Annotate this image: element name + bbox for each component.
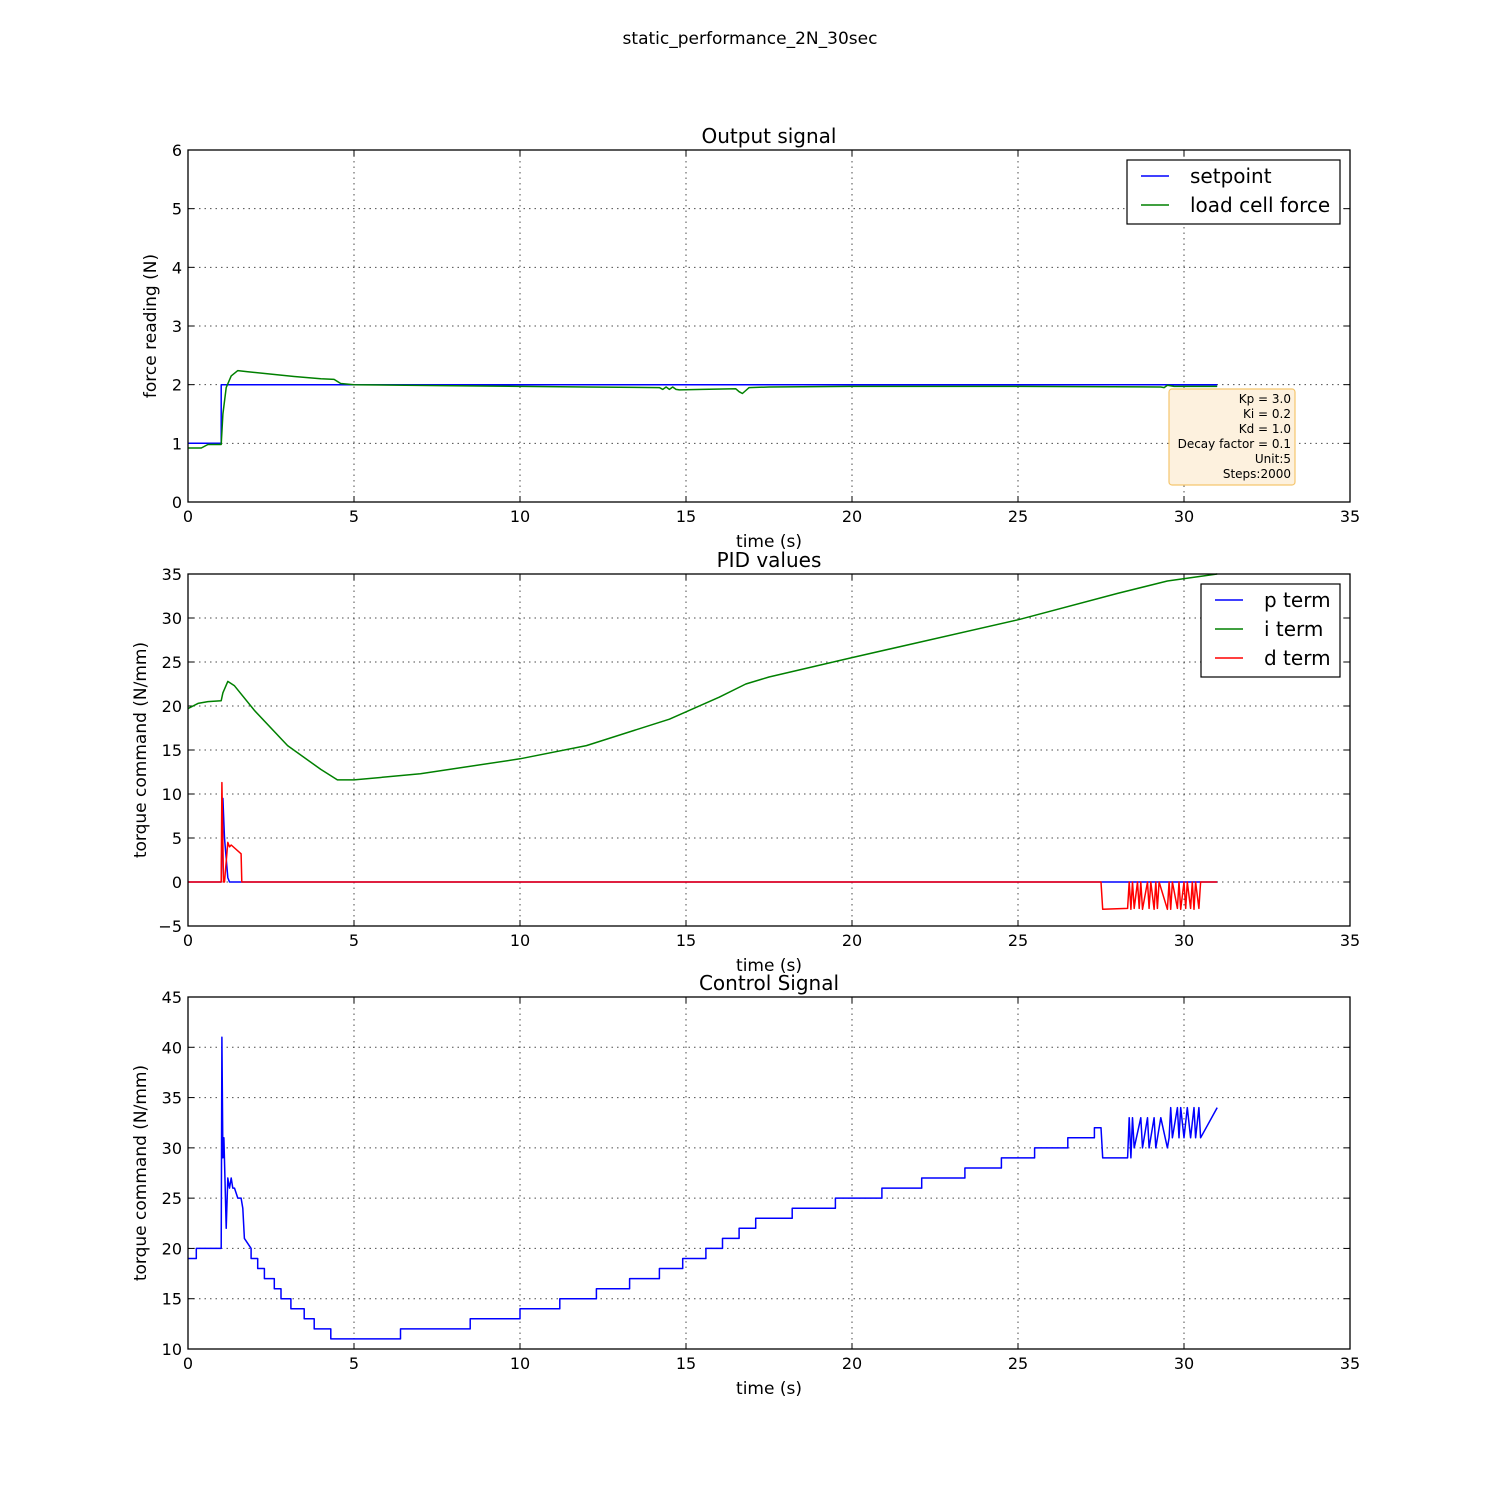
legend: p term i term d term: [1200, 583, 1341, 678]
x-tick-label: 30: [1174, 507, 1194, 526]
x-axis-label: time (s): [736, 956, 802, 976]
y-tick-label: 1: [172, 434, 182, 453]
legend-label: p term: [1264, 588, 1331, 612]
y-axis-label: torque command (N/mm): [131, 642, 151, 858]
legend-label: load cell force: [1190, 193, 1330, 217]
y-tick-label: 0: [172, 873, 182, 892]
y-tick-label: 35: [162, 1089, 182, 1108]
x-tick-label: 15: [676, 507, 696, 526]
plot-frame: [187, 149, 1351, 503]
x-tick-label: 10: [510, 931, 530, 950]
plot-frame: [187, 996, 1351, 1350]
x-tick-label: 0: [183, 1354, 193, 1373]
x-tick-label: 5: [349, 507, 359, 526]
subplot-1: 0 5 10 15 20 25 30 35 0 1 2 3 4 5 6 Output signal time (…: [141, 124, 1360, 552]
subplot-title: PID values: [717, 548, 822, 572]
y-tick-label: 0: [172, 493, 182, 512]
x-tick-label: 25: [1008, 507, 1028, 526]
x-axis-label: time (s): [736, 1379, 802, 1399]
subplot-title: Control Signal: [699, 971, 839, 995]
y-tick-label: 5: [172, 200, 182, 219]
y-tick-label: 4: [172, 258, 182, 277]
y-tick-label: 6: [172, 141, 182, 160]
x-tick-label: 30: [1174, 931, 1194, 950]
series-line-d-term: [188, 781, 1218, 911]
x-tick-label: 0: [183, 931, 193, 950]
y-tick-label: 5: [172, 829, 182, 848]
x-tick-label: 5: [349, 931, 359, 950]
x-tick-label: 30: [1174, 1354, 1194, 1373]
x-tick-label: 35: [1340, 931, 1360, 950]
annotation-line: Unit:5: [1255, 452, 1291, 466]
y-tick-label: 3: [172, 317, 182, 336]
x-tick-label: 15: [676, 1354, 696, 1373]
x-tick-label: 5: [349, 1354, 359, 1373]
legend: setpoint load cell force: [1126, 159, 1341, 225]
y-tick-label: 45: [162, 988, 182, 1007]
x-tick-label: 20: [842, 931, 862, 950]
y-tick-label: 30: [162, 609, 182, 628]
y-tick-label: 10: [162, 785, 182, 804]
series-line-p-term: [188, 797, 1218, 883]
y-tick-label: 25: [162, 1189, 182, 1208]
annotation-line: Kp = 3.0: [1239, 392, 1291, 406]
y-tick-label: 2: [172, 376, 182, 395]
x-tick-label: 35: [1340, 1354, 1360, 1373]
x-tick-label: 25: [1008, 931, 1028, 950]
y-tick-label: 10: [162, 1340, 182, 1359]
y-tick-label: 20: [162, 697, 182, 716]
annotation-line: Kd = 1.0: [1239, 422, 1291, 436]
x-tick-label: 25: [1008, 1354, 1028, 1373]
series-line-i-term: [188, 573, 1218, 781]
figure-suptitle: static_performance_2N_30sec: [623, 29, 878, 49]
subplot-3: 0 5 10 15 20 25 30 35 10 15 20 25 30 35 40 45 Control Si…: [131, 971, 1360, 1399]
legend-label: i term: [1264, 617, 1323, 641]
plot-frame: [187, 573, 1351, 927]
y-tick-label: 30: [162, 1139, 182, 1158]
y-tick-label: 40: [162, 1038, 182, 1057]
y-tick-label: 25: [162, 653, 182, 672]
y-tick-label: −5: [158, 917, 182, 936]
x-tick-label: 10: [510, 1354, 530, 1373]
annotation-box: [1168, 388, 1296, 486]
x-tick-label: 0: [183, 507, 193, 526]
y-axis-label: torque command (N/mm): [131, 1065, 151, 1281]
x-tick-label: 15: [676, 931, 696, 950]
y-tick-label: 35: [162, 565, 182, 584]
subplot-title: Output signal: [702, 124, 837, 148]
series-line-load-cell-force: [188, 369, 1218, 449]
y-axis-label: force reading (N): [141, 254, 161, 398]
legend-label: setpoint: [1190, 164, 1272, 188]
series-line-control-signal: [188, 1036, 1218, 1340]
y-tick-label: 20: [162, 1239, 182, 1258]
annotation-line: Ki = 0.2: [1243, 407, 1291, 421]
y-tick-label: 15: [162, 1290, 182, 1309]
y-tick-label: 15: [162, 741, 182, 760]
annotation-line: Decay factor = 0.1: [1178, 437, 1291, 451]
x-tick-label: 10: [510, 507, 530, 526]
annotation-line: Steps:2000: [1223, 467, 1291, 481]
x-tick-label: 35: [1340, 507, 1360, 526]
x-axis-label: time (s): [736, 532, 802, 552]
x-tick-label: 20: [842, 507, 862, 526]
x-tick-label: 20: [842, 1354, 862, 1373]
legend-box: [1126, 159, 1341, 225]
legend-label: d term: [1264, 646, 1331, 670]
series-line-setpoint: [188, 383, 1218, 445]
